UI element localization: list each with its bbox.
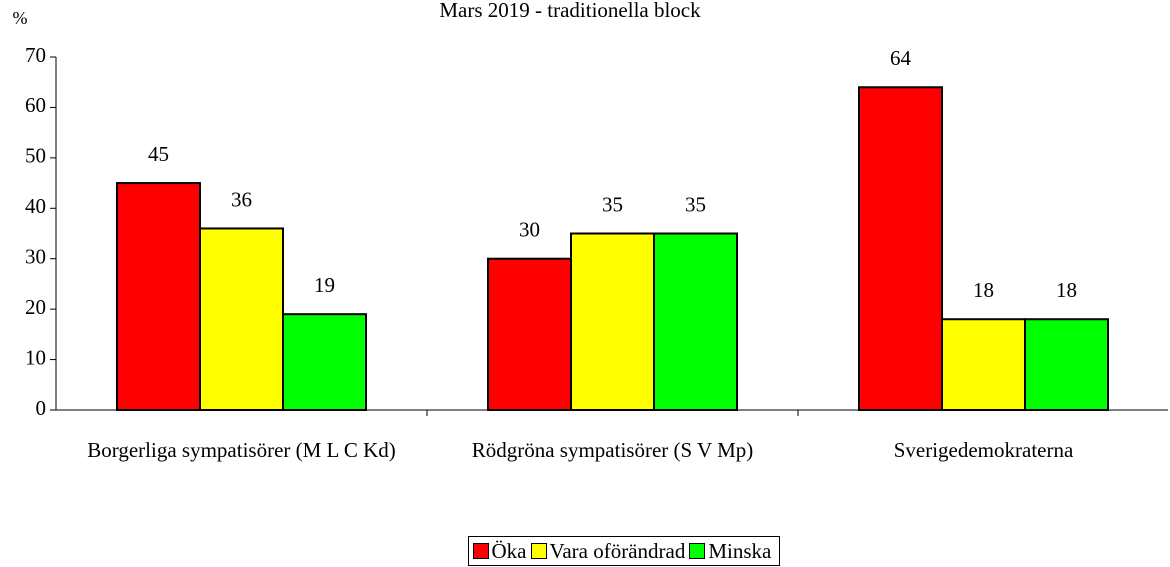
bar bbox=[282, 313, 367, 411]
data-label: 36 bbox=[231, 187, 252, 211]
y-tick-label: 0 bbox=[36, 396, 47, 420]
data-label: 64 bbox=[890, 46, 912, 70]
legend: Öka Vara oförändrad Minska bbox=[467, 536, 781, 566]
bar bbox=[941, 318, 1026, 412]
y-tick-label: 60 bbox=[25, 93, 46, 117]
y-tick-label: 70 bbox=[25, 43, 46, 67]
bar bbox=[116, 182, 201, 411]
legend-item: Öka bbox=[472, 538, 527, 564]
data-label: 45 bbox=[148, 142, 169, 166]
y-tick-label: 10 bbox=[25, 345, 46, 369]
y-tick-label: 30 bbox=[25, 245, 46, 269]
data-label: 30 bbox=[519, 218, 540, 242]
y-axis-label: % bbox=[13, 8, 28, 28]
legend-item: Minska bbox=[689, 539, 771, 564]
x-tick-label: Borgerliga sympatisörer (M L C Kd) bbox=[87, 438, 396, 462]
x-tick-label: Sverigedemokraterna bbox=[893, 438, 1074, 462]
x-tick-label: Rödgröna sympatisörer (S V Mp) bbox=[471, 438, 754, 462]
data-label: 35 bbox=[685, 192, 706, 216]
legend-item: Vara oförändrad bbox=[530, 538, 686, 564]
data-label: 18 bbox=[973, 278, 994, 302]
legend-label: Vara oförändrad bbox=[549, 538, 686, 563]
y-tick-label: 20 bbox=[25, 295, 46, 319]
bar bbox=[1024, 318, 1109, 412]
bar bbox=[570, 232, 655, 411]
legend-swatch bbox=[689, 543, 706, 559]
legend-swatch bbox=[530, 543, 547, 559]
y-tick-label: 40 bbox=[25, 194, 46, 218]
bar bbox=[653, 232, 738, 411]
data-label: 35 bbox=[602, 192, 623, 216]
legend-swatch bbox=[472, 543, 489, 559]
data-label: 19 bbox=[314, 273, 335, 297]
bar bbox=[858, 86, 943, 411]
legend-label: Minska bbox=[708, 538, 772, 563]
bar bbox=[199, 227, 284, 411]
legend-label: Öka bbox=[491, 538, 527, 563]
chart-title: Mars 2019 - traditionella block bbox=[439, 0, 701, 22]
data-label: 18 bbox=[1056, 278, 1077, 302]
y-tick-label: 50 bbox=[25, 144, 46, 168]
bar bbox=[487, 257, 572, 412]
